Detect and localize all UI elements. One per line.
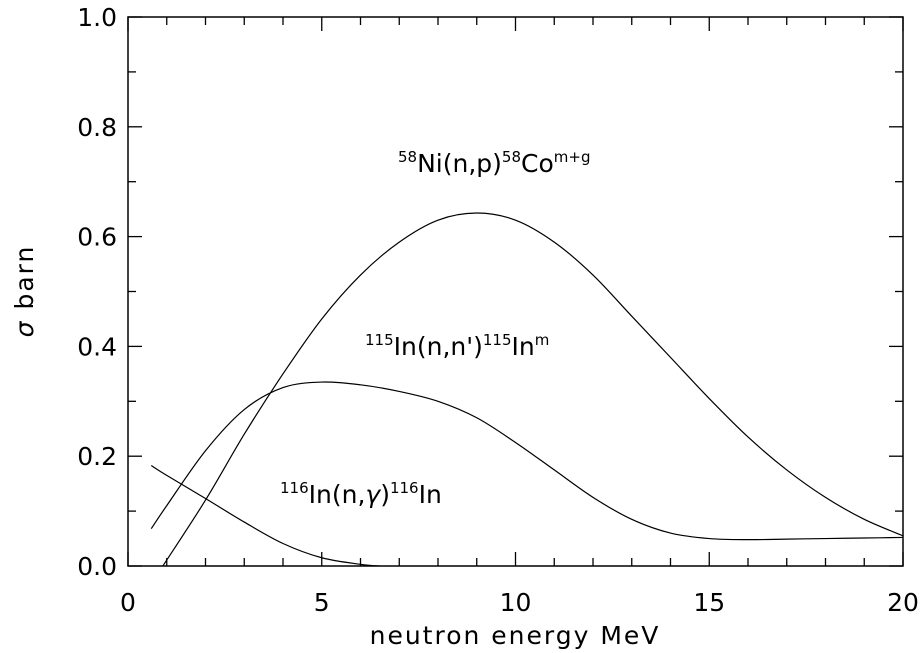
tick-labels: 0 5 10 15 20 0.0 0.2 0.4 0.6 0.8 1.0 bbox=[77, 3, 919, 617]
y-tick-label: 0.6 bbox=[77, 223, 117, 252]
y-axis-title: σ barn bbox=[10, 245, 39, 338]
series-line-in115 bbox=[150, 381, 904, 541]
x-axis-title: neutron energy MeV bbox=[370, 621, 661, 650]
series-curves bbox=[150, 212, 904, 567]
series-label-in116: 116In(n,γ)116In bbox=[280, 479, 442, 509]
x-tick-label: 15 bbox=[693, 588, 725, 617]
series-line-in116 bbox=[150, 465, 380, 567]
y-tick-label: 0.8 bbox=[77, 113, 117, 142]
y-tick-label: 0.4 bbox=[77, 332, 117, 361]
x-tick-label: 10 bbox=[500, 588, 532, 617]
y-tick-label: 0.2 bbox=[77, 442, 117, 471]
y-tick-label: 1.0 bbox=[77, 3, 117, 32]
series-label-in115: 115In(n,n')115Inm bbox=[365, 331, 549, 361]
x-tick-label: 0 bbox=[120, 588, 136, 617]
x-tick-label: 5 bbox=[314, 588, 330, 617]
plot-frame bbox=[127, 16, 904, 567]
y-tick-label: 0.0 bbox=[77, 552, 117, 581]
axis-ticks bbox=[127, 16, 904, 567]
series-label-ni58: 58Ni(n,p)58Com+g bbox=[398, 148, 590, 178]
x-tick-label: 20 bbox=[887, 588, 919, 617]
series-line-ni58 bbox=[162, 212, 904, 567]
